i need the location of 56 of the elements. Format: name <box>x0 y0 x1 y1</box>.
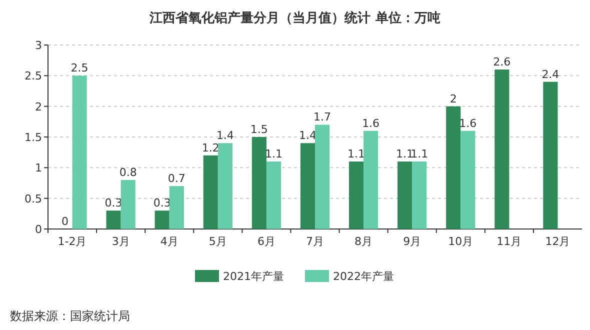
x-tick-label: 12月 <box>545 235 570 248</box>
x-tick-label: 6月 <box>257 235 276 248</box>
bar <box>460 130 476 229</box>
bar <box>218 143 232 229</box>
bar <box>252 137 266 229</box>
legend-label: 2022年产量 <box>333 270 394 283</box>
bar <box>266 162 282 229</box>
x-tick-label: 4月 <box>160 235 178 248</box>
x-tick-label: 3月 <box>112 235 130 248</box>
x-tick-label: 11月 <box>496 235 522 248</box>
x-tick-label: 5月 <box>208 235 227 248</box>
data-label: 0 <box>61 215 68 228</box>
legend-label: 2021年产量 <box>223 270 284 283</box>
y-tick-label: 2 <box>35 100 42 114</box>
bar <box>120 180 136 229</box>
data-label: 2 <box>450 92 457 106</box>
bar <box>300 143 315 229</box>
data-label: 1.2 <box>202 141 220 154</box>
data-label: 0.3 <box>153 196 171 210</box>
y-tick-label: 3 <box>35 39 42 52</box>
bar <box>494 70 510 229</box>
data-label: 0.8 <box>119 166 137 179</box>
chart-title: 江西省氧化铝产量分月（当月值）统计 单位：万吨 <box>148 10 440 26</box>
x-tick-label: 8月 <box>354 235 373 248</box>
bar <box>412 162 427 229</box>
bar <box>169 186 184 229</box>
bar <box>543 82 558 229</box>
data-label: 1.6 <box>362 116 380 130</box>
x-tick-label: 7月 <box>306 235 324 248</box>
data-label: 1.4 <box>298 129 316 142</box>
bar <box>203 155 218 229</box>
bar <box>446 106 461 229</box>
bar <box>364 130 378 229</box>
y-tick-label: 1.5 <box>24 131 42 144</box>
y-tick-label: 1 <box>35 162 42 175</box>
bar <box>398 162 412 229</box>
bar <box>348 162 364 229</box>
data-label: 0.3 <box>104 196 122 210</box>
x-tick-label: 1-2月 <box>58 235 87 248</box>
y-tick-label: 0 <box>35 223 42 236</box>
data-label: 1.4 <box>216 129 234 142</box>
data-label: 2.6 <box>493 56 511 69</box>
y-tick-label: 2.5 <box>24 70 42 83</box>
bar <box>154 210 170 229</box>
y-tick-label: 0.5 <box>24 192 42 206</box>
data-label: 2.5 <box>70 62 88 75</box>
bar <box>106 210 121 229</box>
source-note: 数据来源：国家统计局 <box>10 309 130 323</box>
data-label: 1.5 <box>250 123 268 136</box>
data-label: 0.7 <box>168 172 186 186</box>
data-label: 2.4 <box>542 68 560 81</box>
x-tick-label: 10月 <box>448 235 474 248</box>
bar <box>315 124 330 229</box>
bar <box>72 76 87 229</box>
x-tick-label: 9月 <box>403 235 422 248</box>
data-label: 1.7 <box>314 110 332 124</box>
